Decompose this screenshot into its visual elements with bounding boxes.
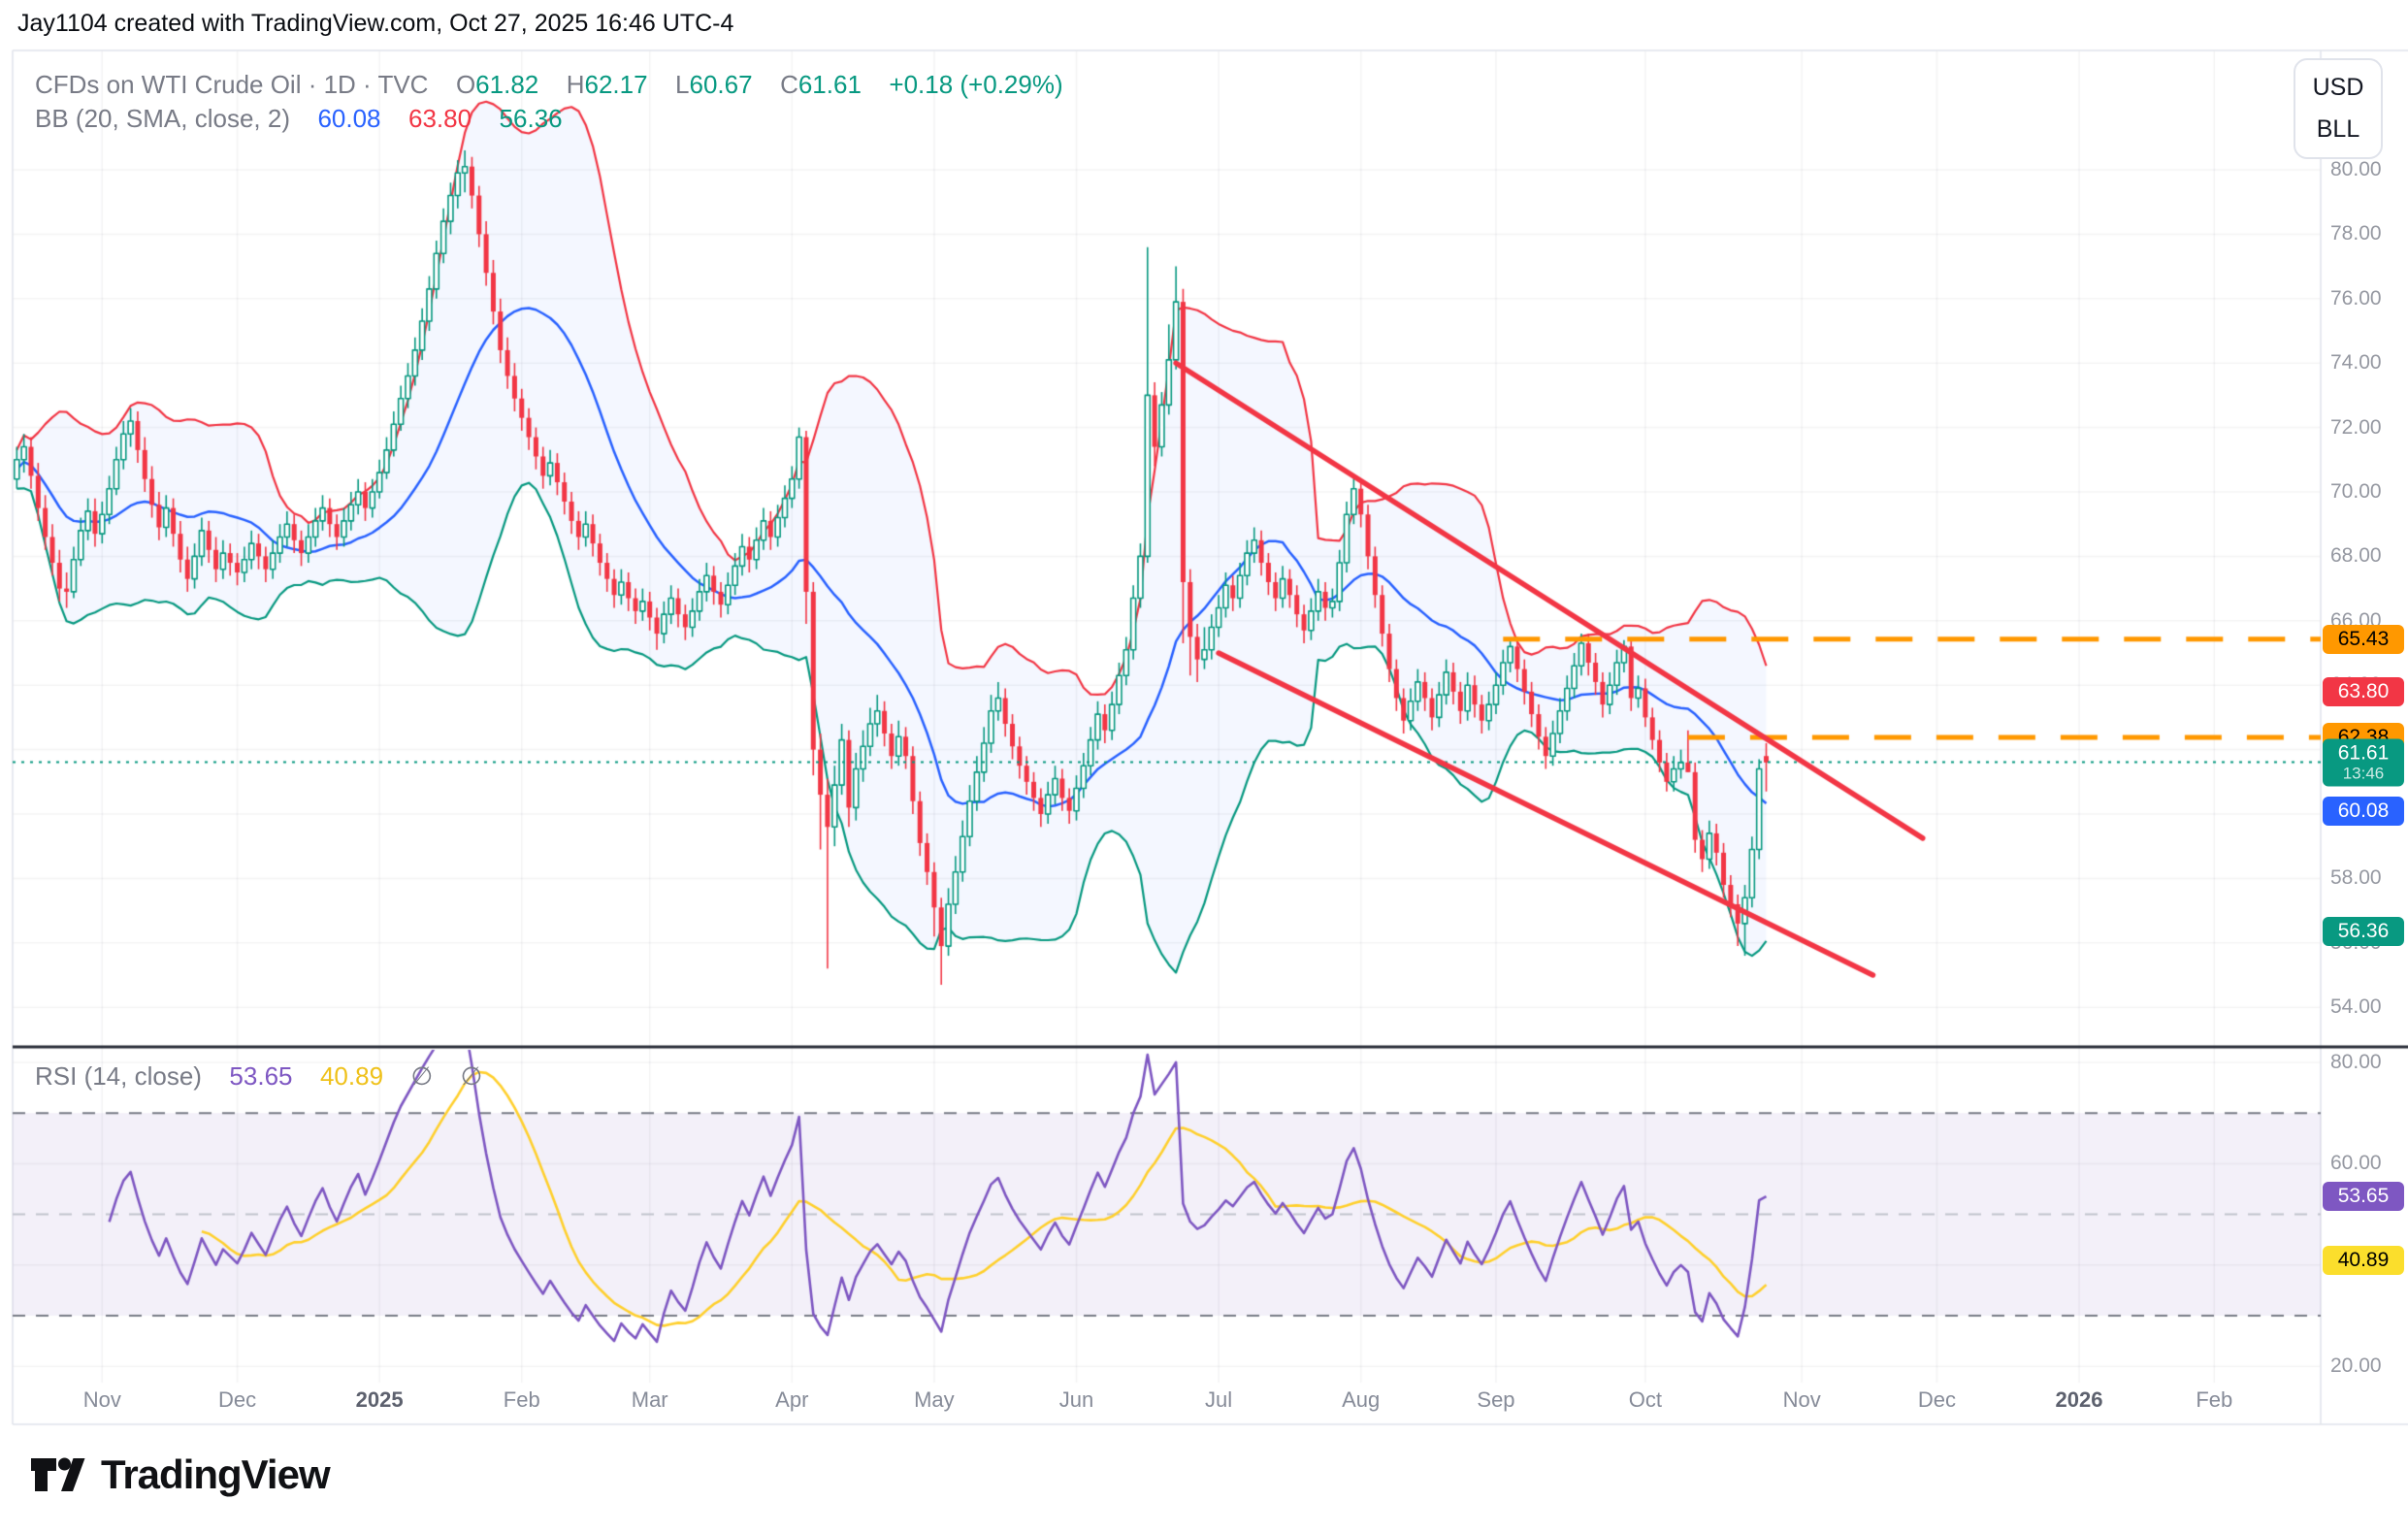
time-axis-month-label[interactable]: Dec (1917, 1387, 1956, 1412)
change-value: +0.18 (+0.29%) (889, 70, 1063, 99)
empty-set-icon: ∅ (460, 1061, 483, 1091)
time-axis-month-label[interactable]: May (914, 1387, 955, 1412)
unit-label[interactable]: BLL (2316, 115, 2360, 143)
rsi-ma-value: 40.89 (319, 1061, 384, 1091)
open-value: 61.82 (475, 70, 539, 99)
time-axis-month-label[interactable]: Nov (1782, 1387, 1821, 1412)
time-axis-month-label[interactable]: Feb (2196, 1387, 2233, 1412)
open-label: O (455, 70, 476, 99)
time-axis-month-label[interactable]: Sep (1477, 1387, 1515, 1412)
price-tick-label: 72.00 (2330, 415, 2382, 439)
symbol-title: CFDs on WTI Crude Oil · 1D · TVC (35, 70, 429, 99)
rsi-badge: 53.65 (2323, 1181, 2404, 1211)
bb-basis-value: 60.08 (317, 104, 381, 133)
price-badge: 60.08 (2323, 797, 2404, 827)
time-axis-month-label[interactable]: Nov (82, 1387, 121, 1412)
rsi-value: 53.65 (229, 1061, 293, 1091)
time-axis-month-label[interactable]: Jul (1205, 1387, 1233, 1412)
time-axis-month-label[interactable]: Oct (1628, 1387, 1663, 1412)
time-axis-month-label[interactable]: Apr (775, 1387, 809, 1412)
price-badge: 61.61 13:46 (2323, 738, 2404, 787)
axis-unit-toggle[interactable]: USD BLL (2294, 58, 2383, 159)
high-label: H (566, 70, 585, 99)
price-tick-label: 68.00 (2330, 544, 2382, 568)
time-axis-month-label[interactable]: Dec (217, 1387, 257, 1412)
low-label: L (675, 70, 690, 99)
time-axis-month-label[interactable]: 2025 (355, 1387, 404, 1412)
rsi-tick-label: 80.00 (2330, 1051, 2382, 1073)
high-value: 62.17 (584, 70, 648, 99)
tradingview-logo-icon (31, 1457, 85, 1491)
time-axis-month-label[interactable]: Mar (631, 1387, 668, 1412)
time-axis-month-label[interactable]: Jun (1058, 1387, 1094, 1412)
price-tick-label: 76.00 (2330, 286, 2382, 310)
price-tick-label: 80.00 (2330, 158, 2382, 180)
rsi-title: RSI (14, close) (35, 1061, 202, 1091)
tradingview-logo[interactable]: TradingView (29, 1451, 331, 1498)
rsi-tick-label: 20.00 (2330, 1354, 2382, 1378)
bb-legend-row[interactable]: BB (20, SMA, close, 2) 60.08 63.80 56.36 (35, 104, 563, 134)
price-badge: 56.36 (2323, 916, 2404, 946)
bb-lower-value: 56.36 (499, 104, 563, 133)
price-tick-label: 74.00 (2330, 351, 2382, 375)
time-axis-month-label[interactable]: 2026 (2055, 1387, 2103, 1412)
rsi-tick-label: 60.00 (2330, 1152, 2382, 1175)
low-value: 60.67 (689, 70, 753, 99)
close-label: C (780, 70, 798, 99)
rsi-legend-row[interactable]: RSI (14, close) 53.65 40.89 ∅ ∅ (35, 1061, 482, 1092)
attribution-text: Jay1104 created with TradingView.com, Oc… (17, 10, 734, 37)
price-tick-label: 78.00 (2330, 222, 2382, 245)
empty-set-icon: ∅ (410, 1061, 434, 1091)
time-axis-month-label[interactable]: Aug (1342, 1387, 1381, 1412)
price-tick-label: 54.00 (2330, 995, 2382, 1019)
price-tick-label: 58.00 (2330, 866, 2382, 890)
bb-upper-value: 63.80 (408, 104, 472, 133)
bb-title: BB (20, SMA, close, 2) (35, 104, 290, 133)
rsi-badge: 40.89 (2323, 1246, 2404, 1276)
price-badge: 65.43 (2323, 624, 2404, 654)
price-tick-label: 70.00 (2330, 480, 2382, 503)
time-axis-month-label[interactable]: Feb (503, 1387, 540, 1412)
price-badge: 63.80 (2323, 676, 2404, 706)
tradingview-logo-text: TradingView (101, 1451, 331, 1497)
close-value: 61.61 (797, 70, 862, 99)
symbol-legend-row[interactable]: CFDs on WTI Crude Oil · 1D · TVC O61.82 … (35, 70, 1063, 100)
currency-label[interactable]: USD (2312, 74, 2364, 101)
